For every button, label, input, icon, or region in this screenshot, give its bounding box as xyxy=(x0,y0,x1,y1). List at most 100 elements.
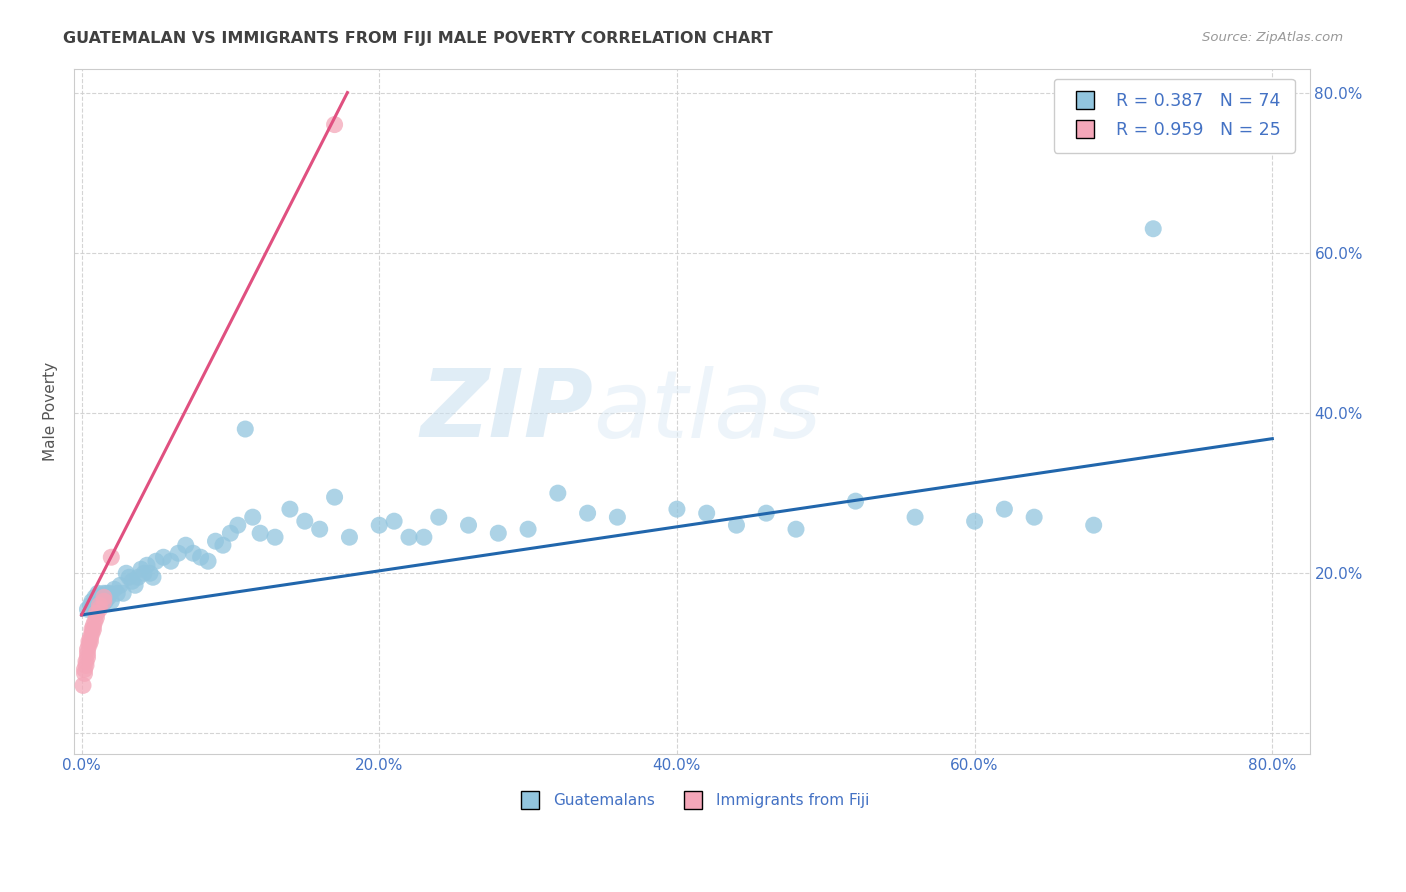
Point xyxy=(97,591,120,605)
Point xyxy=(86,607,108,621)
Point xyxy=(219,526,242,541)
Point xyxy=(844,494,866,508)
Point xyxy=(139,566,162,581)
Point xyxy=(93,586,115,600)
Point xyxy=(76,602,98,616)
Point xyxy=(93,591,115,605)
Point xyxy=(294,514,316,528)
Point xyxy=(72,678,94,692)
Point xyxy=(86,610,108,624)
Point xyxy=(576,506,599,520)
Point xyxy=(249,526,271,541)
Point xyxy=(98,586,121,600)
Point xyxy=(96,586,118,600)
Point xyxy=(136,558,159,573)
Text: ZIP: ZIP xyxy=(420,365,593,457)
Point xyxy=(80,626,103,640)
Point xyxy=(87,586,110,600)
Point xyxy=(167,546,190,560)
Point xyxy=(105,586,128,600)
Point xyxy=(233,422,256,436)
Point xyxy=(1024,510,1046,524)
Point xyxy=(77,638,100,652)
Point xyxy=(152,550,174,565)
Point xyxy=(323,490,346,504)
Point xyxy=(1083,518,1105,533)
Point xyxy=(124,578,146,592)
Point xyxy=(486,526,509,541)
Point xyxy=(197,554,219,568)
Point xyxy=(89,602,111,616)
Text: Source: ZipAtlas.com: Source: ZipAtlas.com xyxy=(1202,31,1343,45)
Point xyxy=(73,662,96,676)
Point xyxy=(725,518,748,533)
Point xyxy=(73,666,96,681)
Point xyxy=(665,502,688,516)
Point xyxy=(80,623,103,637)
Point xyxy=(75,654,97,668)
Point xyxy=(382,514,405,528)
Point xyxy=(308,522,330,536)
Point xyxy=(785,522,807,536)
Point xyxy=(91,599,114,613)
Point xyxy=(339,530,361,544)
Point xyxy=(427,510,450,524)
Point xyxy=(323,118,346,132)
Point xyxy=(82,618,104,632)
Point xyxy=(82,599,104,613)
Point xyxy=(904,510,927,524)
Text: atlas: atlas xyxy=(593,366,821,457)
Point xyxy=(76,642,98,657)
Point xyxy=(103,582,125,597)
Point xyxy=(278,502,301,516)
Point xyxy=(368,518,391,533)
Point xyxy=(963,514,986,528)
Point xyxy=(264,530,287,544)
Point xyxy=(76,646,98,660)
Point xyxy=(696,506,718,520)
Point xyxy=(457,518,479,533)
Point xyxy=(94,594,117,608)
Point xyxy=(93,594,115,608)
Point xyxy=(76,650,98,665)
Point xyxy=(121,574,143,589)
Point xyxy=(84,591,107,605)
Point xyxy=(79,599,101,613)
Point xyxy=(145,554,167,568)
Point xyxy=(75,658,97,673)
Legend: Guatemalans, Immigrants from Fiji: Guatemalans, Immigrants from Fiji xyxy=(509,787,875,814)
Point xyxy=(118,570,141,584)
Point xyxy=(517,522,540,536)
Point xyxy=(100,594,122,608)
Point xyxy=(398,530,420,544)
Point xyxy=(212,538,235,552)
Point xyxy=(755,506,778,520)
Point xyxy=(547,486,569,500)
Point xyxy=(1142,221,1164,235)
Point xyxy=(142,570,165,584)
Point xyxy=(606,510,628,524)
Point xyxy=(132,566,155,581)
Point xyxy=(129,562,152,576)
Point xyxy=(86,594,108,608)
Point xyxy=(79,634,101,648)
Point xyxy=(110,578,132,592)
Y-axis label: Male Poverty: Male Poverty xyxy=(44,361,58,460)
Point xyxy=(80,594,103,608)
Point xyxy=(112,586,135,600)
Point xyxy=(204,534,226,549)
Point xyxy=(115,566,138,581)
Point xyxy=(181,546,204,560)
Point xyxy=(79,631,101,645)
Point xyxy=(89,591,111,606)
Text: GUATEMALAN VS IMMIGRANTS FROM FIJI MALE POVERTY CORRELATION CHART: GUATEMALAN VS IMMIGRANTS FROM FIJI MALE … xyxy=(63,31,773,46)
Point xyxy=(190,550,212,565)
Point xyxy=(226,518,249,533)
Point xyxy=(242,510,264,524)
Point xyxy=(89,599,111,613)
Point xyxy=(127,570,149,584)
Point xyxy=(174,538,197,552)
Point xyxy=(412,530,434,544)
Point xyxy=(90,589,112,603)
Point xyxy=(160,554,183,568)
